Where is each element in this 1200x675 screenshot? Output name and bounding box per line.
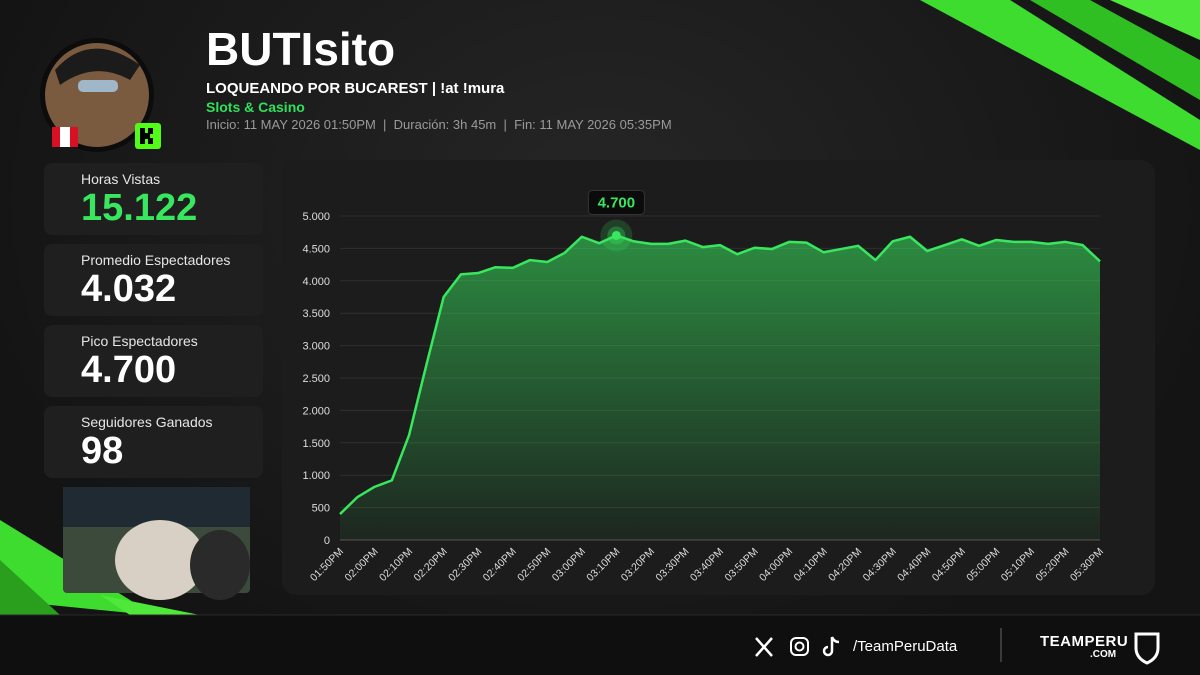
stat-value: 4.700 [81, 349, 177, 391]
meta-item: Fin: 11 MAY 2026 05:35PM [514, 117, 672, 132]
stat-label: Horas Vistas [81, 171, 161, 187]
stat-label: Promedio Espectadores [81, 252, 231, 268]
instagram-lens [794, 641, 805, 652]
webcam-person [190, 530, 250, 600]
x-tick-label: 04:50PM [930, 546, 968, 584]
y-tick-label: 5.000 [302, 211, 330, 223]
x-tick-label: 04:20PM [826, 546, 864, 584]
x-tick-label: 03:20PM [619, 546, 657, 584]
flag-band [52, 127, 60, 147]
x-tick-label: 03:00PM [550, 546, 588, 584]
stat-label: Seguidores Ganados [81, 414, 213, 430]
x-tick-label: 01:50PM [308, 546, 346, 584]
slash [1030, 0, 1200, 100]
x-tick-label: 03:30PM [653, 546, 691, 584]
stat-card: Promedio Espectadores 4.032 [44, 244, 263, 316]
stat-value: 98 [81, 430, 124, 472]
flag-band [70, 127, 78, 147]
stat-card: Pico Espectadores 4.700 [44, 325, 263, 397]
stat-value: 4.032 [81, 268, 177, 310]
y-tick-label: 3.000 [302, 341, 330, 353]
stream-title: LOQUEANDO POR BUCAREST | !at !mura [206, 80, 505, 97]
x-tick-label: 04:30PM [861, 546, 899, 584]
x-tick-label: 05:30PM [1068, 546, 1106, 584]
x-tick-label: 02:40PM [481, 546, 519, 584]
area [340, 235, 1100, 540]
x-tick-label: 02:30PM [446, 546, 484, 584]
slash [1110, 0, 1200, 40]
kick-k [140, 128, 153, 144]
x-tick-label: 02:00PM [342, 546, 380, 584]
x-tick-label: 04:10PM [792, 546, 830, 584]
x-tick-label: 05:10PM [999, 546, 1037, 584]
y-tick-label: 500 [312, 503, 330, 515]
footer-handle: /TeamPeruData [853, 638, 958, 655]
y-tick-label: 1.500 [302, 438, 330, 450]
meta-item: Duración: 3h 45m [393, 117, 497, 132]
y-tick-label: 2.000 [302, 405, 330, 417]
stat-card: Seguidores Ganados 98 [44, 406, 263, 478]
avatar-glasses [78, 80, 118, 92]
x-tick-label: 05:00PM [964, 546, 1002, 584]
x-tick-label: 02:20PM [412, 546, 450, 584]
streamer-name: BUTIsito [206, 23, 396, 75]
footer-bar [0, 615, 1200, 675]
slash [100, 595, 200, 615]
x-tick-label: 04:40PM [895, 546, 933, 584]
x-tick-label: 04:00PM [757, 546, 795, 584]
instagram-icon [790, 637, 809, 656]
y-tick-label: 4.500 [302, 243, 330, 255]
stat-label: Pico Espectadores [81, 333, 198, 349]
y-tick-label: 2.500 [302, 373, 330, 385]
peak-label: 4.700 [598, 194, 636, 211]
y-tick-label: 1.000 [302, 470, 330, 482]
tiktok-icon [822, 636, 840, 657]
brand-suffix: .COM [1090, 649, 1117, 660]
chart: 0 500 1.000 1.500 2.000 2.500 3.000 3.500 4.000 4… [302, 189, 1106, 584]
slash [0, 560, 60, 615]
x-tick-label: 03:10PM [584, 546, 622, 584]
x-tick-label: 03:50PM [722, 546, 760, 584]
x-icon [755, 637, 773, 657]
peak-tooltip [587, 189, 645, 215]
peak-point [611, 230, 621, 240]
stream-category: Slots & Casino [206, 99, 305, 115]
x-tick-label: 02:50PM [515, 546, 553, 584]
avatar-cap [55, 48, 140, 85]
slash [920, 0, 1200, 150]
brand-shield [1134, 632, 1160, 665]
y-tick-label: 0 [324, 535, 330, 547]
x-tick-label: 02:10PM [377, 546, 415, 584]
x-tick-label: 05:20PM [1033, 546, 1071, 584]
stream-meta: Inicio: 11 MAY 2026 01:50PM | Duración: … [206, 117, 672, 132]
y-tick-label: 3.500 [302, 308, 330, 320]
x-tick-label: 03:40PM [688, 546, 726, 584]
brand-name: TEAMPERU [1040, 633, 1129, 650]
stat-value: 15.122 [81, 187, 198, 229]
line [339, 234, 1101, 515]
webcam-person [115, 520, 205, 600]
stat-card: Horas Vistas 15.122 [44, 163, 263, 235]
meta-item: Inicio: 11 MAY 2026 01:50PM [206, 117, 376, 132]
y-tick-label: 4.000 [302, 276, 330, 288]
